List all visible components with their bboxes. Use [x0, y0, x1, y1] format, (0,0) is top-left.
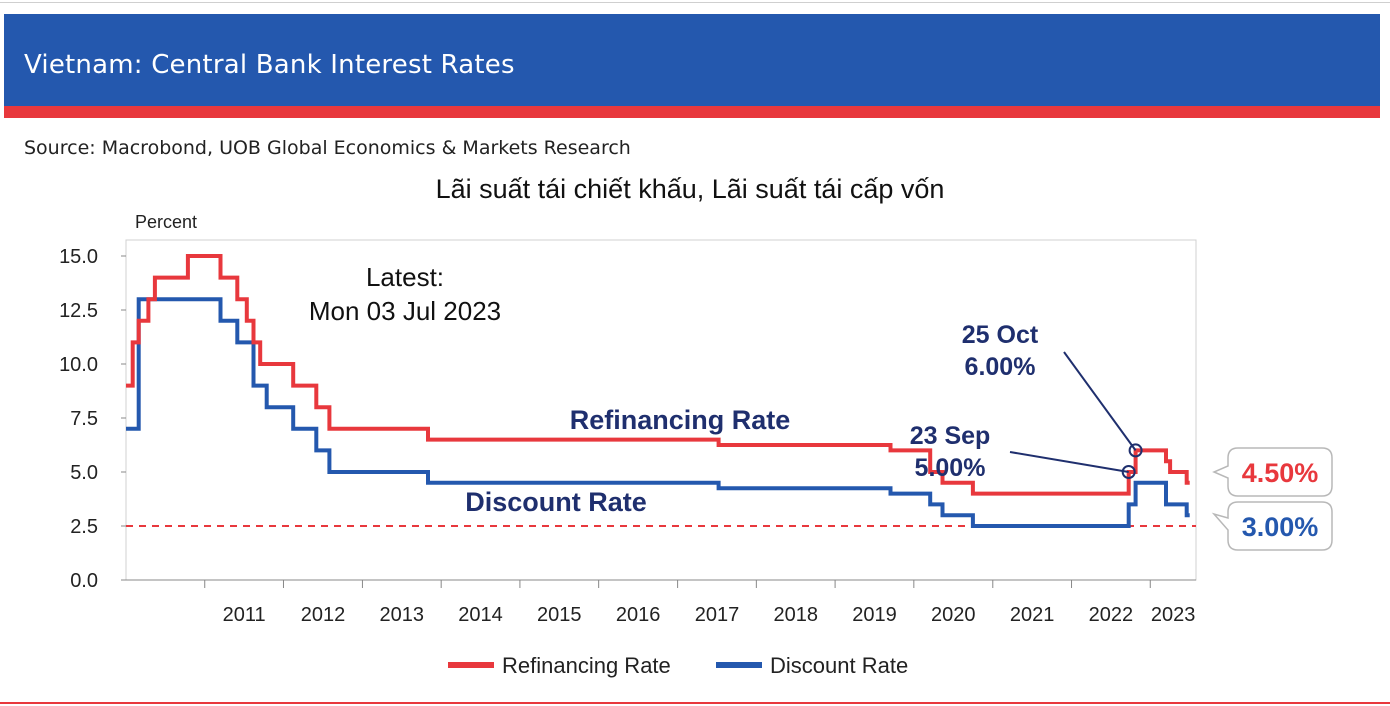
y-tick-label: 2.5	[70, 516, 98, 538]
chart-title: Lãi suất tái chiết khấu, Lãi suất tái cấ…	[436, 174, 945, 204]
end-label-red: 4.50%	[1242, 458, 1319, 488]
latest-label-line2: Mon 03 Jul 2023	[309, 296, 501, 326]
x-tick-label: 2011	[223, 604, 266, 626]
sep-pointer-line	[1009, 451, 1129, 473]
end-label-blue-box	[1211, 501, 1333, 551]
plot-layer	[126, 254, 1196, 528]
x-tick-label: 2022	[1089, 604, 1134, 626]
end-label-red-box	[1212, 447, 1333, 497]
x-tick-label: 2012	[301, 604, 346, 626]
x-tick-label: 2019	[852, 604, 897, 626]
x-tick-label: 2020	[931, 604, 976, 626]
header-banner: Vietnam: Central Bank Interest Rates	[4, 14, 1380, 106]
oct-pointer-line	[1063, 351, 1137, 451]
x-tick-label: 2013	[380, 604, 425, 626]
x-tick-label: 2018	[773, 604, 818, 626]
sep-point-marker	[1121, 465, 1136, 479]
y-axis-label: Percent	[135, 212, 197, 232]
oct-annotation-line2: 6.00%	[965, 353, 1036, 381]
callouts-layer	[1009, 351, 1143, 479]
x-tick-label: 2015	[537, 604, 582, 626]
y-tick-label: 10.0	[59, 354, 98, 376]
legend-label-discount: Discount Rate	[770, 653, 908, 678]
bottom-rule	[0, 702, 1390, 704]
source-note: Source: Macrobond, UOB Global Economics …	[24, 137, 631, 159]
sep-annotation-line2: 5.00%	[915, 454, 986, 482]
x-tick-label: 2017	[695, 604, 740, 626]
latest-label-line1: Latest:	[366, 262, 444, 292]
top-rule	[0, 2, 1390, 3]
discount-rate-label: Discount Rate	[465, 487, 647, 517]
x-tick-label: 2021	[1010, 604, 1055, 626]
discount-rate-line	[126, 297, 1190, 528]
y-tick-label: 5.0	[70, 462, 98, 484]
y-tick-label: 15.0	[59, 246, 98, 268]
oct-annotation-line1: 25 Oct	[962, 321, 1039, 349]
legend-label-refinancing: Refinancing Rate	[502, 653, 671, 678]
end-label-blue: 3.00%	[1242, 512, 1319, 542]
axes-layer: 15.0 12.5 10.0 7.5 5.0 2.5 0.0 2011 2012 2013 2014…	[59, 246, 1196, 626]
x-tick-label: 2014	[458, 604, 503, 626]
x-tick-label: 2023	[1151, 604, 1196, 626]
y-tick-label: 12.5	[59, 300, 98, 322]
legend: Refinancing Rate Discount Rate	[448, 653, 908, 678]
oct-point-marker	[1128, 443, 1143, 458]
sep-annotation-line1: 23 Sep	[910, 422, 991, 450]
y-tick-label: 0.0	[70, 570, 98, 592]
header-accent-bar	[4, 106, 1380, 118]
x-tick-label: 2016	[616, 604, 661, 626]
refinancing-rate-label: Refinancing Rate	[570, 405, 791, 435]
y-tick-label: 7.5	[70, 408, 98, 430]
page-title: Vietnam: Central Bank Interest Rates	[24, 50, 515, 80]
